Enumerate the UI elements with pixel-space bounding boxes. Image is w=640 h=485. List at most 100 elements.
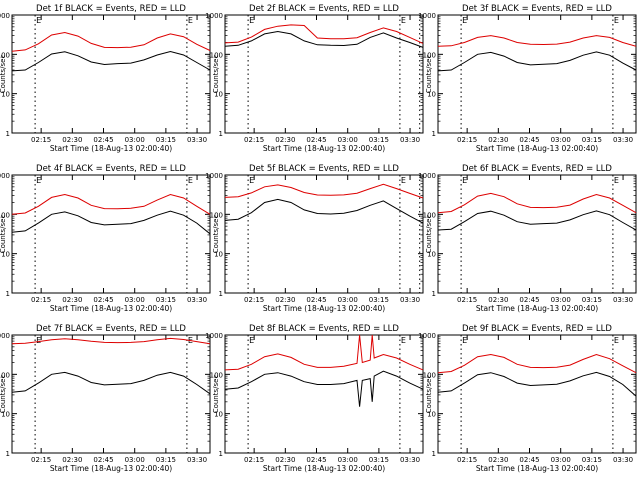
- x-axis-label: Start Time (18-Aug-13 02:00:40): [263, 304, 385, 313]
- series-line-events: [11, 371, 211, 395]
- series-line-events: [224, 198, 424, 224]
- y-tick-label: 1000: [205, 172, 223, 180]
- x-tick-label: 02:45: [93, 456, 113, 464]
- y-tick-label: 1000: [418, 12, 436, 20]
- series-line-lld: [224, 24, 424, 44]
- x-tick-label: 03:15: [582, 296, 602, 304]
- chart-title: Det 1f BLACK = Events, RED = LLD: [36, 4, 186, 14]
- y-axis-label: Counts/sec: [0, 375, 7, 414]
- marker-label: E: [462, 336, 467, 345]
- x-tick-label: 03:00: [338, 296, 358, 304]
- y-axis-label: Counts/sec: [425, 55, 433, 94]
- marker-label: E: [614, 336, 619, 345]
- series-line-lld: [11, 193, 211, 215]
- marker-label: E: [401, 16, 406, 25]
- chart-panel-2: Det 2f BLACK = Events, RED = LLD 1 10 100 10…: [205, 4, 424, 153]
- chart-title: Det 7f BLACK = Events, RED = LLD: [36, 324, 186, 334]
- x-tick-label: 02:15: [457, 296, 477, 304]
- x-tick-label: 03:30: [613, 456, 633, 464]
- marker-label: E: [36, 336, 41, 345]
- marker-label: E: [36, 176, 41, 185]
- x-tick-label: 03:30: [187, 296, 207, 304]
- x-tick-label: 02:15: [31, 456, 51, 464]
- marker-label: E: [249, 336, 254, 345]
- x-tick-label: 03:30: [613, 136, 633, 144]
- x-tick-label: 02:15: [244, 136, 264, 144]
- chart-panel-8: Det 8f BLACK = Events, RED = LLD 1 10 100 10…: [205, 324, 424, 473]
- series-line-events: [437, 371, 637, 397]
- y-tick-label: 1: [6, 450, 10, 458]
- y-tick-label: 1: [6, 130, 10, 138]
- y-tick-label: 1: [219, 130, 223, 138]
- marker-label: E: [188, 176, 193, 185]
- chart-title: Det 8f BLACK = Events, RED = LLD: [249, 324, 399, 334]
- y-tick-label: 1000: [0, 332, 10, 340]
- x-tick-label: 02:15: [31, 136, 51, 144]
- x-tick-label: 03:30: [400, 456, 420, 464]
- y-tick-label: 1000: [0, 172, 10, 180]
- x-tick-label: 03:00: [551, 456, 571, 464]
- x-axis-label: Start Time (18-Aug-13 02:00:40): [50, 464, 172, 473]
- chart-title: Det 9f BLACK = Events, RED = LLD: [462, 324, 612, 334]
- x-axis-label: Start Time (18-Aug-13 02:00:40): [263, 144, 385, 153]
- x-tick-label: 03:00: [125, 456, 145, 464]
- x-tick-label: 03:15: [156, 136, 176, 144]
- y-tick-label: 1: [432, 130, 436, 138]
- marker-label: E: [614, 16, 619, 25]
- y-axis-label: Counts/sec: [212, 215, 220, 254]
- y-tick-label: 1: [219, 450, 223, 458]
- x-tick-label: 03:30: [613, 296, 633, 304]
- x-tick-label: 02:45: [306, 136, 326, 144]
- series-line-events: [224, 30, 424, 48]
- plot-frame: [11, 14, 211, 134]
- marker-label: E: [401, 336, 406, 345]
- chart-panel-3: Det 3f BLACK = Events, RED = LLD 1 10 100 10…: [418, 4, 637, 153]
- y-tick-label: 100: [0, 51, 10, 59]
- y-tick-label: 1000: [418, 172, 436, 180]
- marker-label: E: [249, 16, 254, 25]
- y-tick-label: 1000: [418, 332, 436, 340]
- series-line-lld: [437, 192, 637, 214]
- marker-label: E: [401, 176, 406, 185]
- x-tick-label: 02:30: [275, 296, 295, 304]
- y-tick-label: 10: [214, 251, 223, 259]
- y-tick-label: 100: [423, 51, 436, 59]
- y-tick-label: 10: [214, 91, 223, 99]
- x-tick-label: 03:00: [551, 136, 571, 144]
- chart-title: Det 3f BLACK = Events, RED = LLD: [462, 4, 612, 14]
- x-axis-label: Start Time (18-Aug-13 02:00:40): [263, 464, 385, 473]
- y-tick-label: 10: [1, 91, 10, 99]
- x-axis-label: Start Time (18-Aug-13 02:00:40): [50, 304, 172, 313]
- y-tick-label: 1000: [205, 332, 223, 340]
- y-tick-label: 10: [1, 251, 10, 259]
- x-tick-label: 03:00: [551, 296, 571, 304]
- y-tick-label: 10: [214, 411, 223, 419]
- marker-label: E: [614, 176, 619, 185]
- x-tick-label: 02:30: [62, 456, 82, 464]
- series-line-lld: [11, 31, 211, 52]
- x-tick-label: 02:30: [275, 136, 295, 144]
- chart-panel-1: Det 1f BLACK = Events, RED = LLD 1 10 100 10…: [0, 4, 211, 153]
- plot-frame: [437, 14, 637, 134]
- marker-label: E: [462, 16, 467, 25]
- series-line-lld: [224, 183, 424, 199]
- x-axis-label: Start Time (18-Aug-13 02:00:40): [476, 304, 598, 313]
- x-tick-label: 03:15: [582, 456, 602, 464]
- y-tick-label: 10: [427, 251, 436, 259]
- series-line-events: [437, 210, 637, 231]
- x-tick-label: 02:30: [275, 456, 295, 464]
- plot-frame: [11, 334, 211, 454]
- marker-label: E: [188, 16, 193, 25]
- x-tick-label: 03:00: [338, 456, 358, 464]
- x-tick-label: 02:30: [488, 456, 508, 464]
- x-tick-label: 03:30: [187, 456, 207, 464]
- x-tick-label: 02:30: [488, 136, 508, 144]
- chart-panel-7: Det 7f BLACK = Events, RED = LLD 1 10 100 10…: [0, 324, 211, 473]
- x-tick-label: 02:45: [306, 456, 326, 464]
- plot-frame: [437, 334, 637, 454]
- x-tick-label: 03:15: [369, 136, 389, 144]
- x-tick-label: 02:45: [519, 296, 539, 304]
- x-tick-label: 03:15: [582, 136, 602, 144]
- y-axis-label: Counts/sec: [212, 375, 220, 414]
- y-tick-label: 1: [432, 290, 436, 298]
